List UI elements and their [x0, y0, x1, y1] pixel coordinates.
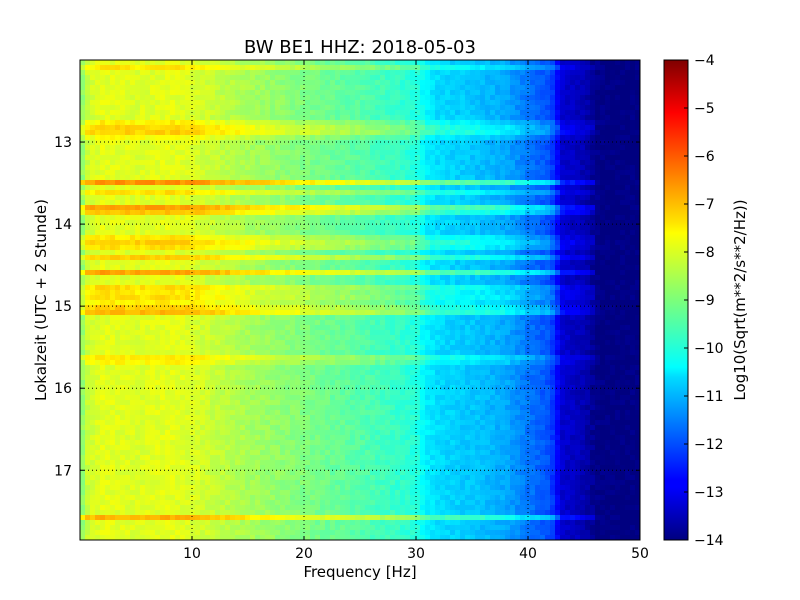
colorbar-tick-label: −11 [694, 389, 724, 405]
colorbar-tick-label: −4 [694, 53, 715, 69]
spectrogram-heatmap [80, 60, 641, 541]
x-tick-label: 10 [183, 546, 201, 562]
x-tick-label: 40 [519, 546, 537, 562]
x-tick-label: 50 [631, 546, 649, 562]
y-tick-label: 15 [54, 299, 72, 315]
y-tick-label: 13 [54, 135, 72, 151]
chart-title: BW BE1 HHZ: 2018-05-03 [244, 37, 476, 58]
colorbar-label: Log10(Sqrt(m**2/s**2/Hz)) [731, 199, 749, 400]
colorbar-tick-label: −8 [694, 245, 715, 261]
colorbar-tick-label: −7 [694, 197, 715, 213]
x-tick-label: 30 [407, 546, 425, 562]
colorbar-tick-label: −5 [694, 101, 715, 117]
colorbar-tick-label: −13 [694, 485, 724, 501]
y-tick-label: 17 [54, 463, 72, 479]
y-tick-label: 16 [54, 381, 72, 397]
colorbar-axis: −4 −5 −6 −7 −8 −9 −10 −11 −12 −13 −14 [684, 53, 724, 549]
y-tick-label: 14 [54, 217, 72, 233]
colorbar-tick-label: −12 [694, 437, 724, 453]
colorbar-tick-label: −9 [694, 293, 715, 309]
x-tick-label: 20 [295, 546, 313, 562]
x-axis-label: Frequency [Hz] [303, 563, 416, 581]
colorbar-tick-label: −14 [694, 533, 724, 549]
y-axis-label: Lokalzeit (UTC + 2 Stunde) [32, 199, 50, 401]
colorbar-tick-label: −10 [694, 341, 724, 357]
colorbar-tick-label: −6 [694, 149, 715, 165]
